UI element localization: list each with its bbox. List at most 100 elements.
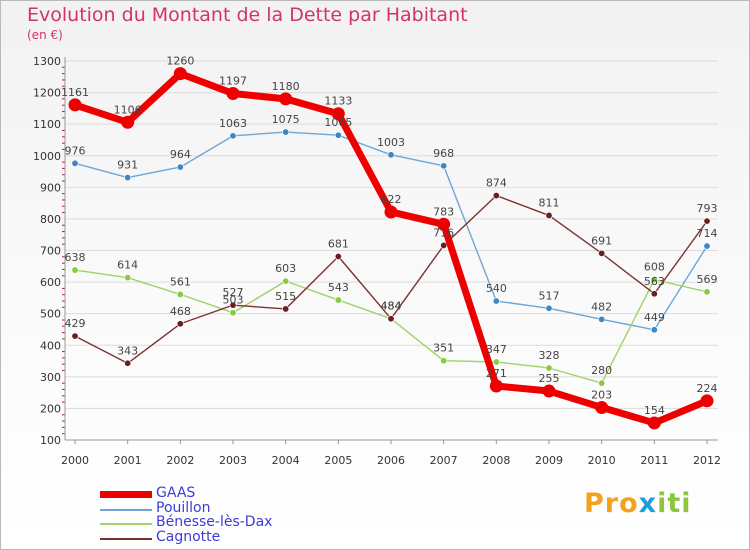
data-label-cagnotte: 716 <box>433 226 454 239</box>
data-label-gaas: 1260 <box>166 55 194 68</box>
data-point-b-nesse-l-s-dax <box>124 274 132 282</box>
data-point-b-nesse-l-s-dax <box>334 296 342 304</box>
data-point-pouillon <box>440 162 448 170</box>
data-label-gaas: 1133 <box>324 95 352 108</box>
legend-label: Cagnotte <box>156 528 221 545</box>
data-label-cagnotte: 811 <box>539 196 560 209</box>
data-label-cagnotte: 681 <box>328 238 349 251</box>
logo-part-2: x <box>638 488 658 519</box>
grid-lines <box>65 60 718 441</box>
data-point-cagnotte <box>650 290 658 298</box>
data-point-cagnotte <box>124 359 132 367</box>
data-label-pouillon: 714 <box>697 227 718 240</box>
data-point-pouillon <box>598 315 606 323</box>
data-point-cagnotte <box>545 211 553 219</box>
data-label-gaas: 271 <box>486 367 507 380</box>
series-lines <box>68 67 714 430</box>
data-point-b-nesse-l-s-dax <box>703 288 711 296</box>
data-point-pouillon <box>229 132 237 140</box>
x-tick-label: 2008 <box>482 454 510 467</box>
data-point-b-nesse-l-s-dax <box>650 276 658 284</box>
data-label-pouillon: 976 <box>65 144 86 157</box>
data-label-b-nesse-l-s-dax: 503 <box>223 294 244 307</box>
y-tick-label: 1200 <box>33 87 61 100</box>
y-tick-label: 1300 <box>33 55 61 68</box>
x-tick-label: 2003 <box>219 454 247 467</box>
data-point-gaas <box>489 379 503 393</box>
y-tick-label: 200 <box>40 402 61 415</box>
logo-part-1: Pro <box>584 488 639 519</box>
data-point-pouillon <box>282 128 290 136</box>
data-point-gaas <box>647 416 661 430</box>
data-label-b-nesse-l-s-dax: 328 <box>539 349 560 362</box>
data-label-pouillon: 964 <box>170 148 191 161</box>
data-label-b-nesse-l-s-dax: 543 <box>328 281 349 294</box>
data-point-gaas <box>595 400 609 414</box>
y-tick-label: 800 <box>40 213 61 226</box>
data-label-pouillon: 449 <box>644 311 665 324</box>
data-label-b-nesse-l-s-dax: 569 <box>697 273 718 286</box>
data-point-b-nesse-l-s-dax <box>492 358 500 366</box>
y-tick-label: 400 <box>40 339 61 352</box>
x-tick-label: 2001 <box>114 454 142 467</box>
data-label-cagnotte: 691 <box>591 234 612 247</box>
x-tick-label: 2000 <box>61 454 89 467</box>
y-tick-label: 700 <box>40 245 61 258</box>
data-point-gaas <box>173 67 187 81</box>
data-labels: 976 931 964 1063 1075 1065 1003 968 540 517 482 449… <box>61 55 718 417</box>
data-point-gaas <box>700 394 714 408</box>
data-label-gaas: 255 <box>539 372 560 385</box>
legend-swatch <box>100 537 152 540</box>
data-label-pouillon: 1063 <box>219 117 247 130</box>
data-label-pouillon: 517 <box>539 289 560 302</box>
data-label-pouillon: 1075 <box>272 113 300 126</box>
legend-label: Pouillon <box>156 499 211 516</box>
data-label-gaas: 1106 <box>114 103 142 116</box>
data-point-gaas <box>384 205 398 219</box>
data-label-b-nesse-l-s-dax: 484 <box>381 300 402 313</box>
data-label-b-nesse-l-s-dax: 347 <box>486 343 507 356</box>
data-point-cagnotte <box>176 320 184 328</box>
x-tick-label: 2007 <box>430 454 458 467</box>
data-label-cagnotte: 563 <box>644 275 665 288</box>
data-point-gaas <box>226 87 240 101</box>
data-label-gaas: 154 <box>644 404 665 417</box>
legend-label: GAAS <box>156 485 196 501</box>
legend-swatch <box>100 508 152 511</box>
data-label-cagnotte: 468 <box>170 305 191 318</box>
x-tick-label: 2012 <box>693 454 721 467</box>
data-point-pouillon <box>387 151 395 159</box>
data-point-b-nesse-l-s-dax <box>282 277 290 285</box>
data-point-b-nesse-l-s-dax <box>598 379 606 387</box>
data-label-pouillon: 1065 <box>324 116 352 129</box>
data-point-gaas <box>542 384 556 398</box>
data-point-pouillon <box>334 131 342 139</box>
data-point-gaas <box>121 115 135 129</box>
y-tick-label: 900 <box>40 181 61 194</box>
y-tick-label: 1100 <box>33 118 61 131</box>
data-label-b-nesse-l-s-dax: 351 <box>433 342 454 355</box>
data-label-gaas: 822 <box>381 193 402 206</box>
axes: 1002003004005006007008009001000110012001… <box>33 55 721 467</box>
data-label-b-nesse-l-s-dax: 280 <box>591 364 612 377</box>
y-tick-label: 300 <box>40 371 61 384</box>
data-point-b-nesse-l-s-dax <box>176 290 184 298</box>
series-line-gaas <box>71 70 711 427</box>
data-label-gaas: 203 <box>591 388 612 401</box>
data-point-cagnotte <box>282 305 290 313</box>
data-label-cagnotte: 484 <box>381 300 402 313</box>
data-label-b-nesse-l-s-dax: 638 <box>65 251 86 264</box>
data-label-gaas: 224 <box>697 382 718 395</box>
y-tick-label: 100 <box>40 434 61 447</box>
data-point-cagnotte <box>334 253 342 261</box>
data-point-cagnotte <box>71 332 79 340</box>
legend-swatch <box>100 523 152 525</box>
data-point-pouillon <box>650 326 658 334</box>
data-point-gaas <box>331 107 345 121</box>
data-point-pouillon <box>176 163 184 171</box>
data-label-cagnotte: 793 <box>697 202 718 215</box>
data-label-pouillon: 540 <box>486 282 507 295</box>
data-label-b-nesse-l-s-dax: 608 <box>644 261 665 274</box>
